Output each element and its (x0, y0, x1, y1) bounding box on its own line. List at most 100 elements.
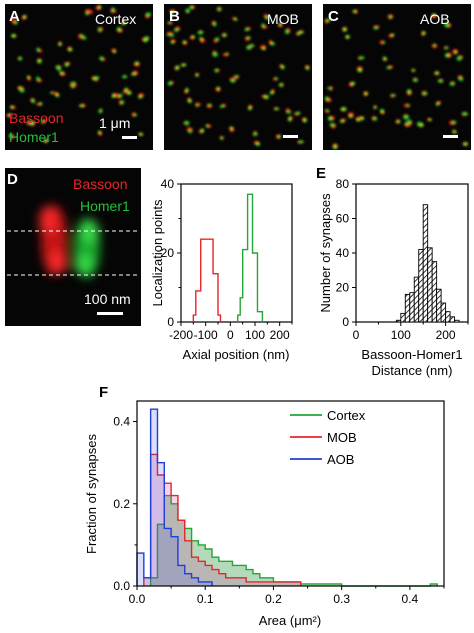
colocalized-punctum (68, 48, 72, 51)
colocalized-punctum (55, 93, 58, 96)
colocalized-punctum (342, 108, 345, 111)
homer1-punctum (145, 12, 152, 17)
chart-f-x-tick-label: 0.4 (402, 592, 419, 606)
colocalized-punctum (341, 119, 344, 122)
chart-d-x-tick-label: -100 (194, 328, 218, 342)
homer1-punctum (8, 133, 13, 138)
colocalized-punctum (127, 91, 131, 94)
chart-f-area-aob (137, 409, 213, 586)
homer1-punctum (372, 117, 378, 121)
colocalized-punctum (61, 72, 64, 75)
chart-e-bar (400, 312, 406, 323)
chart-d-ticks: -200 -100 0 100 200 0 20 40 (161, 177, 293, 342)
colocalized-punctum (279, 23, 282, 26)
chart-f-x-tick-label: 0.1 (197, 592, 214, 606)
panel-b-title: MOB (267, 11, 299, 27)
chart-d-series-bassoon (192, 238, 222, 322)
chart-d-series (192, 193, 264, 322)
chart-e-y-tick-label: 0 (342, 315, 349, 329)
homer1-punctum (19, 88, 25, 93)
colocalized-punctum (271, 91, 274, 94)
homer1-punctum (216, 7, 222, 11)
colocalized-punctum (139, 133, 142, 136)
homer1-punctum (197, 30, 204, 35)
colocalized-punctum (44, 139, 47, 143)
homer1-punctum (246, 36, 251, 39)
homer1-punctum (295, 111, 301, 115)
colocalized-punctum (262, 25, 265, 28)
colocalized-punctum (98, 131, 101, 134)
homer1-punctum (432, 43, 436, 46)
colocalized-punctum (343, 28, 346, 31)
homer1-punctum (207, 103, 212, 107)
colocalized-punctum (18, 86, 21, 90)
colocalized-punctum (112, 50, 116, 53)
colocalized-punctum (435, 72, 438, 75)
homer1-punctum (244, 28, 250, 32)
homer1-punctum (411, 68, 415, 72)
homer1-punctum (405, 121, 409, 126)
chart-f-x-tick-label: 0.2 (265, 592, 282, 606)
colocalized-punctum (223, 34, 226, 37)
panel-a-legend-homer1: Homer1 (9, 129, 59, 145)
colocalized-punctum (185, 89, 188, 92)
colocalized-punctum (200, 38, 203, 41)
chart-e-x-axis-title-line2: Distance (nm) (372, 363, 453, 378)
panel-b-letter: B (169, 8, 180, 25)
panel-a-scalebar-label: 1 μm (99, 115, 130, 131)
chart-d-y-axis-title: Localization points (150, 199, 165, 306)
chart-f-area-cortex (150, 495, 438, 586)
homer1-punctum (285, 110, 292, 114)
colocalized-punctum (217, 87, 220, 90)
chart-d-series-homer1 (237, 193, 264, 322)
colocalized-punctum (122, 22, 125, 25)
colocalized-punctum (171, 40, 174, 43)
colocalized-punctum (12, 34, 15, 37)
homer1-punctum (444, 46, 449, 50)
colocalized-punctum (360, 117, 363, 120)
homer1-punctum (35, 76, 40, 82)
homer1-punctum (195, 104, 199, 108)
panel-d-scalebar-label: 100 nm (84, 291, 131, 307)
colocalized-punctum (38, 59, 41, 62)
homer1-punctum (325, 109, 329, 112)
homer1-punctum (407, 119, 412, 124)
panel-c-letter: C (328, 8, 339, 25)
homer1-punctum (220, 136, 224, 141)
colocalized-punctum (93, 77, 96, 80)
homer1-punctum (97, 28, 102, 33)
homer1-punctum (444, 22, 450, 28)
chart-d-x-tick-label: 100 (245, 328, 265, 342)
colocalized-punctum (381, 110, 384, 113)
homer1-punctum (329, 122, 336, 127)
chart-d-y-tick-label: 40 (161, 177, 175, 191)
chart-f-area-histogram: F 0.0 0.1 0.2 0.3 0.40.00.20.4 CortexMOBAOB … (84, 384, 445, 628)
colocalized-punctum (256, 142, 259, 145)
homer1-punctum (81, 36, 87, 40)
chart-e-bar (409, 292, 415, 323)
homer1-punctum (185, 8, 191, 13)
colocalized-punctum (464, 142, 467, 146)
bassoon-punctum (69, 83, 76, 87)
chart-e-bar (427, 247, 433, 323)
colocalized-punctum (113, 94, 116, 97)
panel-a-scalebar (122, 136, 137, 139)
chart-e-x-tick-label: 200 (436, 328, 456, 342)
panel-f-letter: F (99, 384, 108, 401)
panel-c-puncta (324, 9, 469, 150)
homer1-punctum (133, 113, 137, 117)
panel-b-image: B MOB (164, 4, 312, 150)
colocalized-punctum (447, 54, 450, 57)
chart-e-y-tick-label: 40 (336, 246, 350, 260)
colocalized-punctum (168, 21, 171, 24)
colocalized-punctum (422, 32, 425, 35)
homer1-punctum (99, 56, 104, 61)
chart-e-bar (418, 249, 424, 323)
chart-f-x-tick-label: 0.0 (129, 592, 146, 606)
colocalized-punctum (171, 10, 174, 13)
homer1-punctum (298, 140, 304, 144)
colocalized-punctum (277, 135, 280, 138)
homer1-punctum (219, 105, 225, 108)
chart-f-legend: Cortex MOB AOB (290, 408, 366, 467)
colocalized-punctum (437, 102, 440, 105)
